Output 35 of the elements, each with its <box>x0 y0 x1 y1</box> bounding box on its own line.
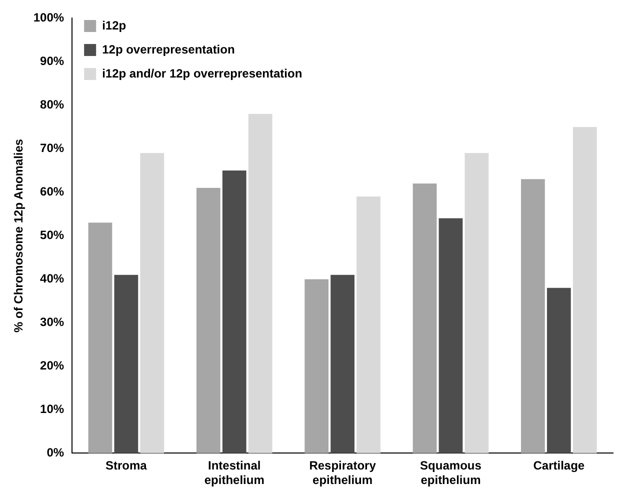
bar <box>222 170 246 454</box>
bar <box>88 222 112 454</box>
y-tick-label: 40% <box>40 272 64 286</box>
bar <box>114 274 138 454</box>
x-tick-label: Intestinal epithelium <box>204 458 264 488</box>
x-tick-label: Cartilage <box>533 458 585 473</box>
bar <box>330 274 354 454</box>
bar <box>546 288 571 454</box>
y-tick-label: 60% <box>40 184 64 199</box>
y-tick-label: 30% <box>40 315 64 330</box>
bar <box>196 188 220 454</box>
x-tick-label: Respiratory epithelium <box>309 458 376 488</box>
bar <box>521 179 545 454</box>
bar <box>356 196 380 454</box>
bar <box>248 114 272 454</box>
y-tick-label: 0% <box>46 446 64 460</box>
y-tick-label: 20% <box>40 358 64 373</box>
legend-label: i12p <box>102 18 126 32</box>
bar <box>572 126 597 454</box>
y-axis-title: % of Chromosome 12p Anomalies <box>12 138 26 332</box>
bar <box>412 184 437 454</box>
y-tick-label: 50% <box>40 228 64 242</box>
bar <box>140 153 164 454</box>
bar <box>438 218 463 454</box>
y-tick-label: 80% <box>40 98 64 112</box>
legend-label: 12p overrepresentation <box>102 42 235 56</box>
x-tick-label: Stroma <box>106 458 148 473</box>
bar <box>304 279 329 454</box>
y-tick-label: 90% <box>40 54 64 68</box>
y-tick-label: 100% <box>33 10 64 25</box>
x-tick-label: Squamous epithelium <box>420 458 482 488</box>
bar <box>464 153 489 454</box>
y-tick-label: 70% <box>40 141 64 156</box>
y-tick-label: 10% <box>40 402 64 416</box>
legend-label: i12p and/or 12p overrepresentation <box>102 66 302 80</box>
